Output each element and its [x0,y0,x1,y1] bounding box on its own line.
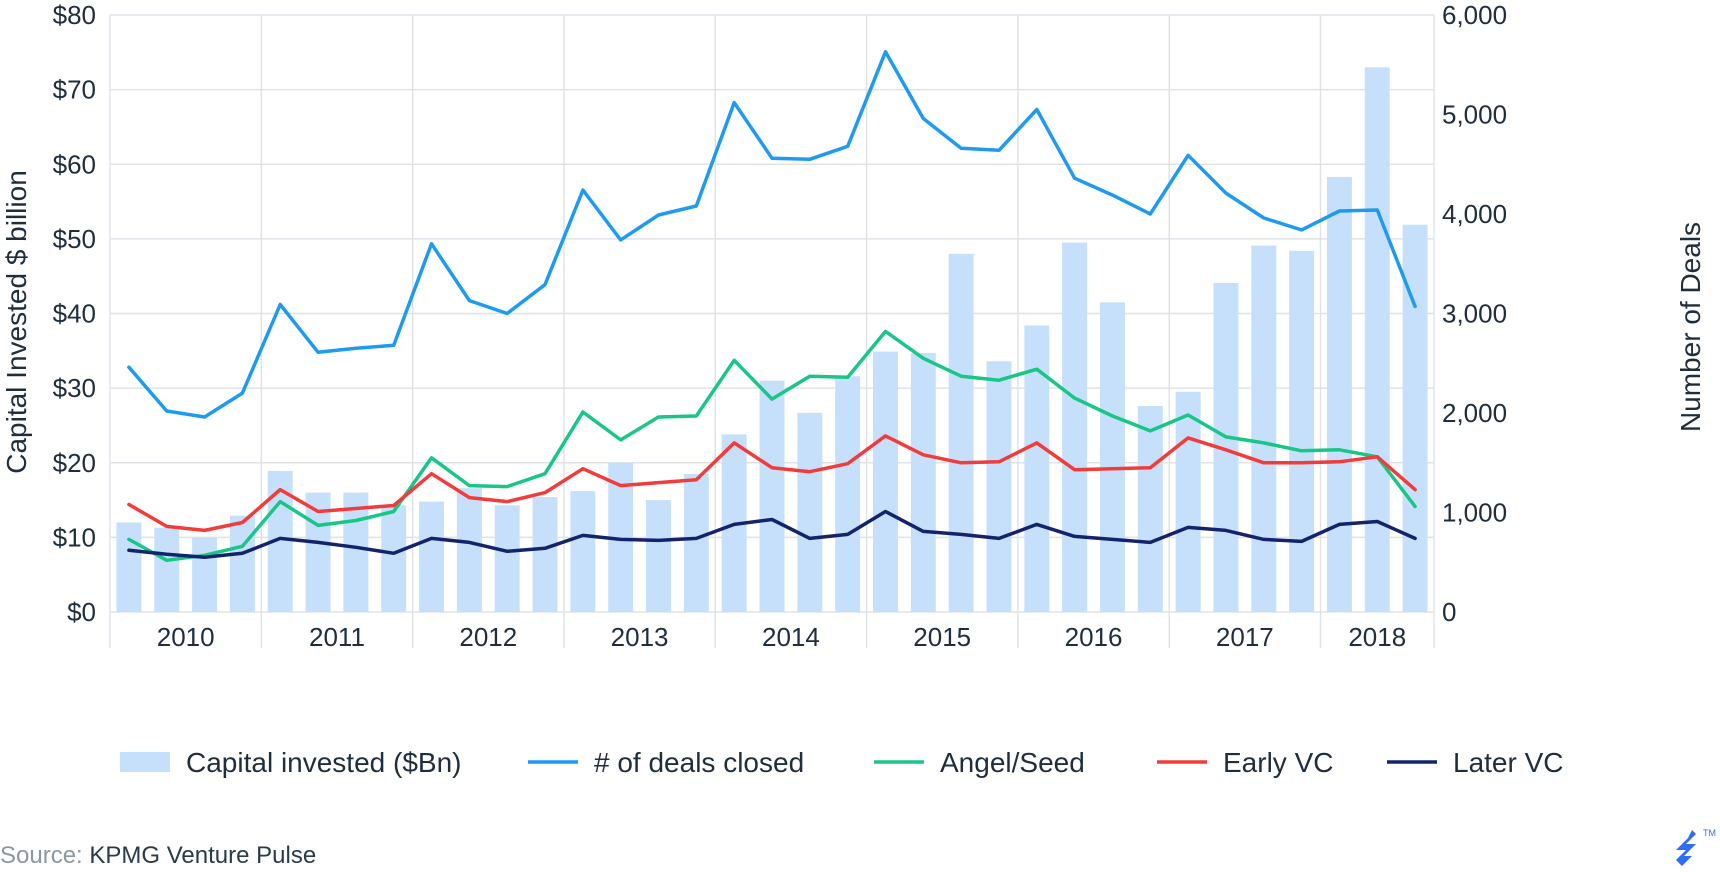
grid [109,14,1435,648]
x-tick-label: 2010 [157,622,215,652]
x-tick-label: 2014 [762,622,820,652]
bar-capital-invested [494,505,520,612]
legend-item: Angel/Seed [874,747,1085,778]
bar-capital-invested [1289,250,1315,612]
y-right-tick-label: 4,000 [1442,199,1507,229]
bar-capital-invested [986,361,1012,612]
bar-capital-invested [646,500,671,612]
bar-capital-invested [759,380,785,612]
legend-label: Later VC [1453,747,1564,778]
bar-capital-invested [154,527,180,612]
legend-item: Capital invested ($Bn) [120,747,461,778]
bar-capital-invested [1326,176,1352,612]
y-left-tick-label: $80 [53,0,96,30]
y-left-tick-label: $0 [67,597,96,627]
legend-item: Later VC [1387,747,1564,778]
legend-item: Early VC [1157,747,1333,778]
line-later-vc [127,509,1417,560]
source-value: KPMG Venture Pulse [89,842,317,869]
bar-capital-invested [1099,302,1125,612]
bar-capital-invested [1137,406,1163,612]
bar-capital-invested [456,488,482,612]
x-tick-label: 2015 [913,622,971,652]
source-note: Source: KPMG Venture Pulse [0,842,316,870]
bar-capital-invested [1062,242,1088,612]
y-right-tick-label: 1,000 [1442,498,1507,528]
line-early-vc [127,434,1417,533]
x-tick-label: 2018 [1348,622,1406,652]
y-right-axis-title: Number of Deals [1675,222,1706,432]
y-left-tick-label: $30 [53,373,96,403]
bars [116,67,1428,613]
y-left-axis-title: Capital Invested $ billion [1,170,32,474]
legend: Capital invested ($Bn) # of deals closed A… [120,747,1564,778]
x-tick-label: 2016 [1065,622,1123,652]
bar-capital-invested [797,412,823,612]
source-label: Source: [0,842,83,869]
bar-capital-invested [683,473,709,612]
lines [127,50,1417,563]
legend-label: Early VC [1223,747,1333,778]
trademark-mark: TM [1703,828,1716,838]
y-left-tick-label: $40 [53,299,96,329]
y-right-tick-label: 0 [1442,597,1456,627]
bar-capital-invested [192,537,218,612]
bar-capital-invested [948,253,974,613]
y-left-tick-label: $20 [53,448,96,478]
bar-capital-invested [1364,67,1390,613]
bar-capital-invested [1175,391,1201,612]
bar-capital-invested [532,497,558,612]
bar-capital-invested [229,515,255,612]
y-left-tick-label: $50 [53,224,96,254]
bar-capital-invested [873,351,898,612]
y-right-tick-label: 6,000 [1442,0,1507,30]
legend-label: Angel/Seed [940,747,1085,778]
bar-capital-invested [343,492,369,612]
legend-swatch [120,752,170,772]
toptal-logo-icon: TM [1676,828,1716,866]
bar-capital-invested [381,505,407,612]
y-left-tick-label: $60 [53,149,96,179]
y-right-tick-label: 2,000 [1442,398,1507,428]
y-left-tick-label: $10 [53,522,96,552]
legend-item: # of deals closed [528,747,804,778]
line-angel-seed [127,329,1417,563]
axes: $0 $10 $20 $30 $40 $50 $60 $70 $80 0 1,000 2,000 3,0… [1,0,1706,652]
bar-capital-invested [570,491,596,612]
legend-label: Capital invested ($Bn) [186,747,461,778]
legend-label: # of deals closed [594,747,804,778]
bar-capital-invested [1251,245,1277,612]
y-left-tick-label: $70 [53,75,96,105]
x-tick-label: 2017 [1216,622,1274,652]
bar-capital-invested [419,501,445,612]
bar-capital-invested [910,353,936,612]
bar-capital-invested [835,376,861,612]
line-of-deals-closed [127,50,1417,419]
x-tick-label: 2012 [459,622,517,652]
x-tick-label: 2011 [309,622,365,652]
y-right-tick-label: 3,000 [1442,299,1507,329]
x-tick-label: 2013 [611,622,669,652]
bar-capital-invested [116,522,142,612]
y-right-tick-label: 5,000 [1442,100,1507,130]
